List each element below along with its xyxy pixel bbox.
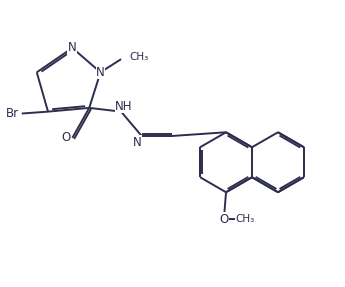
Text: CH₃: CH₃	[129, 52, 149, 62]
Text: NH: NH	[115, 100, 133, 113]
Text: O: O	[61, 131, 70, 144]
Text: O: O	[219, 213, 229, 226]
Text: N: N	[96, 66, 105, 79]
Text: N: N	[68, 41, 77, 55]
Text: CH₃: CH₃	[235, 214, 255, 224]
Text: N: N	[133, 136, 141, 149]
Text: Br: Br	[6, 107, 19, 120]
